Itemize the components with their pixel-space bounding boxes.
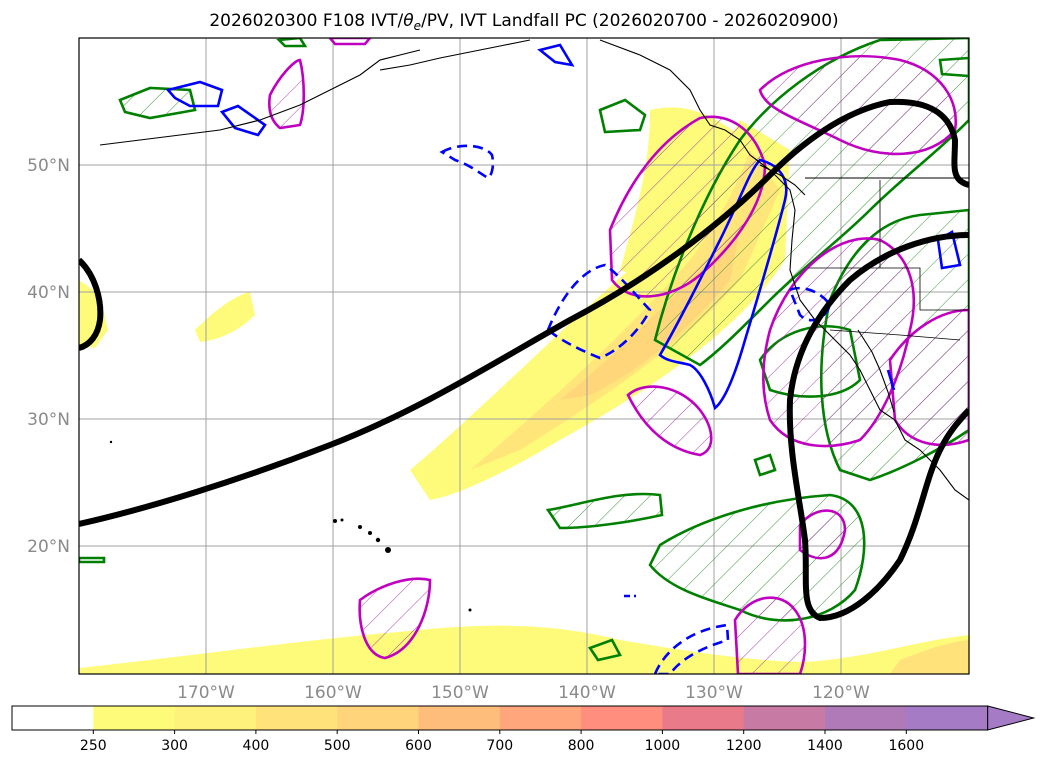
colorbar-segment xyxy=(581,706,663,730)
colorbar-tick-label: 800 xyxy=(568,738,595,754)
latitude-axis: 50°N 40°N 30°N 20°N xyxy=(27,156,70,557)
map-frame xyxy=(78,37,970,675)
colorbar-tick-label: 500 xyxy=(324,738,351,754)
colorbar-segment xyxy=(93,706,176,730)
lat-tick-label: 20°N xyxy=(27,537,70,557)
figure-title: 2026020300 F108 IVT/θe/PV, IVT Landfall … xyxy=(209,11,838,33)
colorbar-segment xyxy=(825,706,907,730)
lon-tick-label: 170°W xyxy=(177,683,235,703)
colorbar-tick-label: 700 xyxy=(486,738,513,754)
colorbar-tick-label: 300 xyxy=(161,738,188,754)
colorbar-segment xyxy=(499,706,582,730)
colorbar-segment xyxy=(418,706,501,730)
lon-tick-label: 150°W xyxy=(431,683,489,703)
colorbar-segment xyxy=(743,706,826,730)
colorbar-tick-label: 1000 xyxy=(645,738,681,754)
lat-tick-label: 50°N xyxy=(27,156,70,176)
colorbar-segment xyxy=(255,706,338,730)
colorbar-tick-label: 400 xyxy=(243,738,270,754)
colorbar-segment xyxy=(12,706,94,730)
lat-tick-label: 30°N xyxy=(27,410,70,430)
colorbar-tick-label: 1200 xyxy=(726,738,762,754)
magenta-contours xyxy=(268,38,969,674)
country-borders xyxy=(805,177,969,341)
lat-tick-label: 40°N xyxy=(27,283,70,303)
colorbar-segment xyxy=(174,706,257,730)
colorbar-extend-arrow xyxy=(987,705,1036,731)
lon-tick-label: 160°W xyxy=(304,683,362,703)
islands xyxy=(109,440,472,612)
colorbar-tick-label: 1400 xyxy=(807,738,843,754)
colorbar-segment xyxy=(337,706,419,730)
ivt-colorbar: 250 300 400 500 600 700 800 1000 1200 1400 1600 xyxy=(11,705,1036,754)
pv-contours xyxy=(79,98,969,622)
lon-tick-label: 120°W xyxy=(812,683,870,703)
colorbar-segment xyxy=(906,706,989,730)
longitude-axis: 170°W 160°W 150°W 140°W 130°W 120°W xyxy=(177,683,870,703)
colorbar-tick-label: 600 xyxy=(405,738,432,754)
blue-contours xyxy=(165,43,962,674)
colorbar-tick-label: 1600 xyxy=(888,738,924,754)
lon-tick-label: 130°W xyxy=(685,683,743,703)
map-panel xyxy=(79,38,969,674)
lon-tick-label: 140°W xyxy=(558,683,616,703)
colorbar-tick-label: 250 xyxy=(80,738,107,754)
colorbar-segment xyxy=(662,706,745,730)
